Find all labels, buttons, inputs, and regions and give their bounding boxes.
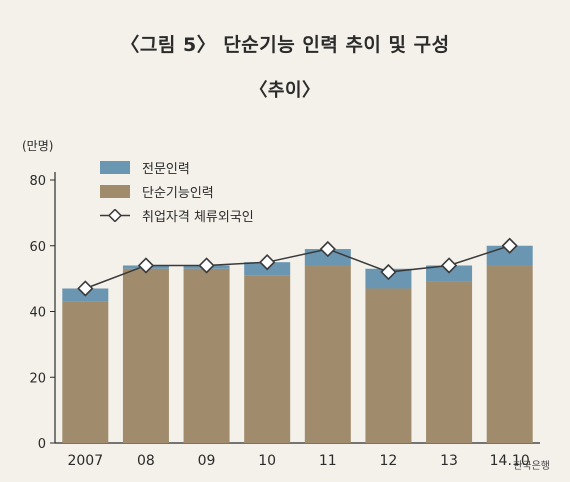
legend-item-foreigners: 취업자격 체류외국인 <box>100 203 254 227</box>
x-tick-label: 2007 <box>67 453 103 469</box>
legend-item-unskilled: 단순기능인력 <box>100 179 254 203</box>
x-tick-label: 10 <box>258 453 276 469</box>
bar-unskilled <box>244 275 291 443</box>
x-tick-label: 14.10 <box>490 453 530 469</box>
bar-unskilled <box>183 268 230 443</box>
bar-professional <box>486 245 533 266</box>
bar-unskilled <box>304 265 351 443</box>
legend-label-unskilled: 단순기능인력 <box>142 185 214 201</box>
x-tick-label: 09 <box>198 453 216 469</box>
bar-unskilled <box>365 288 412 443</box>
legend-item-professional: 전문인력 <box>100 155 254 179</box>
line-point-foreigners <box>137 257 155 274</box>
chart-subtitle: 〈추이〉 <box>249 80 321 101</box>
y-axis-label: (만명) <box>22 139 53 153</box>
bar-unskilled <box>62 301 109 443</box>
line-point-foreigners <box>198 257 215 274</box>
y-tick-label: 60 <box>29 240 46 255</box>
y-tick-label: 80 <box>29 174 46 189</box>
bar-professional <box>426 265 473 282</box>
x-tick-label: 12 <box>380 453 398 469</box>
source-credit: 한국은행 <box>513 461 550 472</box>
x-tick-label: 13 <box>440 453 458 469</box>
y-tick-label: 40 <box>29 306 46 321</box>
line-point-foreigners <box>380 263 397 281</box>
legend-label-professional: 전문인력 <box>142 161 190 177</box>
chart-legend: 전문인력 단순기능인력 취업자격 체류외국인 <box>100 155 254 227</box>
series-line-foreigners <box>85 245 510 290</box>
bar-unskilled <box>122 268 169 443</box>
line-point-foreigners <box>440 257 458 274</box>
x-tick-label: 08 <box>137 453 155 469</box>
x-tick-label: 11 <box>319 453 337 469</box>
line-point-foreigners <box>501 237 518 254</box>
y-tick-label: 0 <box>38 437 46 452</box>
legend-swatch-professional <box>100 160 130 174</box>
bar-unskilled <box>486 265 533 443</box>
line-point-foreigners <box>319 240 336 258</box>
chart-title: 〈그림 5〉 단순기능 인력 추이 및 구성 <box>120 34 450 56</box>
y-tick-label: 20 <box>29 371 46 386</box>
bar-unskilled <box>426 281 473 443</box>
legend-label-foreigners: 취업자격 체류외국인 <box>142 209 254 225</box>
legend-marker-diamond-icon <box>100 208 130 222</box>
line-point-foreigners <box>77 280 94 297</box>
legend-swatch-unskilled <box>100 184 130 198</box>
line-point-foreigners <box>259 254 276 271</box>
